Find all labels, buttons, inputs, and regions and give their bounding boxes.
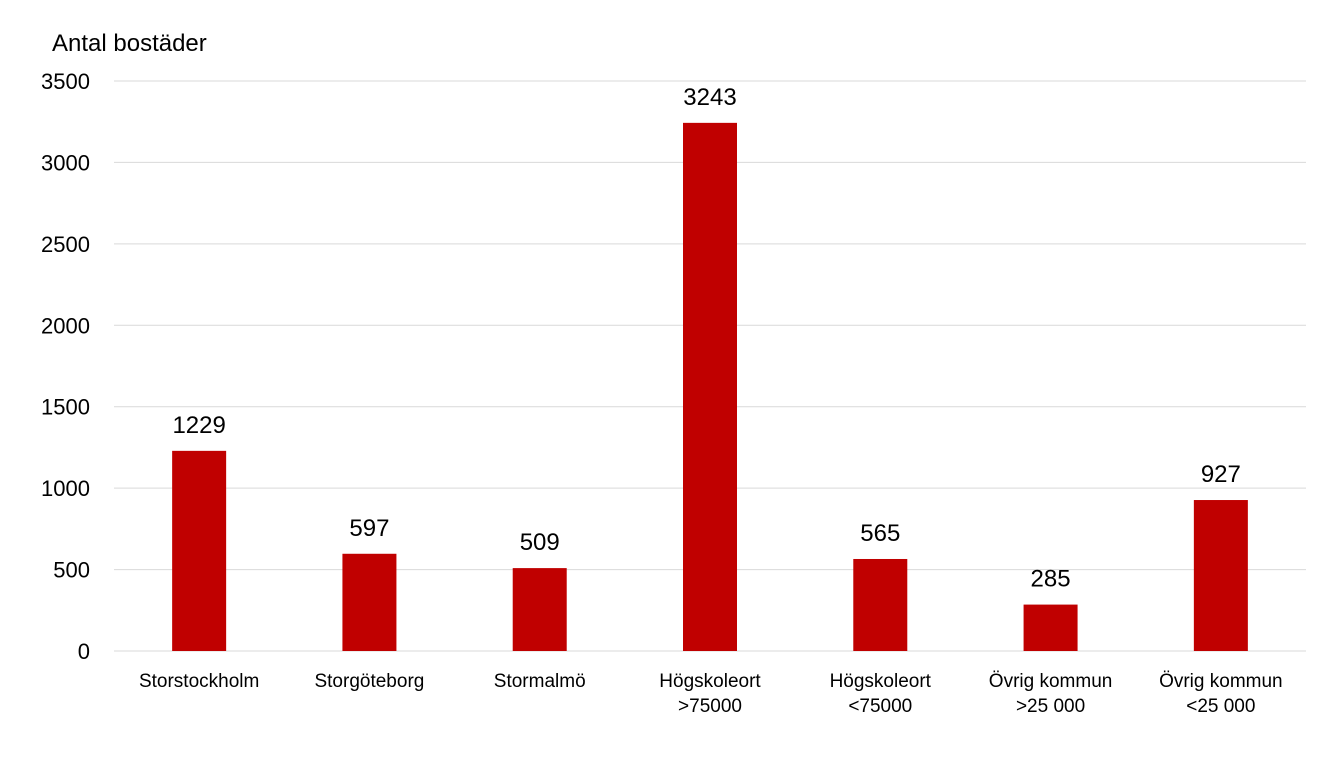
category-label: Högskoleort >75000: [659, 671, 761, 717]
category-label: Storstockholm: [139, 671, 259, 692]
bar: [342, 553, 397, 651]
category-label-line: Storstockholm: [139, 671, 259, 692]
data-label: 927: [1201, 461, 1241, 488]
category-labels: Storstockholm Storgöteborg Stormalmö Högsko…: [139, 671, 1283, 717]
category-label: Övrig kommun <25 000: [1159, 671, 1283, 717]
category-label: Stormalmö: [494, 671, 586, 692]
y-tick-label: 3000: [41, 150, 90, 175]
bar: [683, 122, 737, 651]
bars: [172, 122, 1248, 651]
y-tick-label: 3500: [41, 69, 90, 94]
bar: [1193, 500, 1248, 651]
bar: [512, 568, 567, 651]
y-axis-ticks: 0 500 1000 1500 2000 2500 3000 3500: [41, 69, 90, 664]
data-label: 597: [349, 515, 389, 542]
category-label-line: <75000: [848, 696, 912, 717]
category-label-line: Högskoleort: [659, 671, 761, 692]
y-tick-label: 1000: [41, 476, 90, 501]
data-label: 509: [520, 529, 560, 556]
category-label-line: >25 000: [1016, 696, 1085, 717]
y-tick-label: 500: [53, 558, 90, 583]
category-label-line: Storgöteborg: [314, 671, 424, 692]
y-tick-label: 0: [78, 639, 90, 664]
category-label-line: Stormalmö: [494, 671, 586, 692]
y-tick-label: 2500: [41, 232, 90, 257]
data-label: 285: [1031, 566, 1071, 593]
data-label: 3243: [683, 84, 736, 111]
category-label: Storgöteborg: [314, 671, 424, 692]
data-label: 565: [860, 520, 900, 547]
data-label: 1229: [172, 412, 225, 439]
data-labels: 1229 597 509 3243 565 285 927: [172, 84, 1240, 593]
category-label: Högskoleort <75000: [830, 671, 932, 717]
bar: [853, 558, 908, 651]
y-tick-label: 2000: [41, 313, 90, 338]
category-label-line: >75000: [678, 696, 742, 717]
category-label-line: Övrig kommun: [989, 671, 1113, 692]
bar: [172, 450, 227, 651]
category-label: Övrig kommun >25 000: [989, 671, 1113, 717]
bar: [1023, 604, 1078, 651]
category-label-line: Övrig kommun: [1159, 671, 1283, 692]
y-tick-label: 1500: [41, 395, 90, 420]
category-label-line: Högskoleort: [830, 671, 932, 692]
category-label-line: <25 000: [1186, 696, 1255, 717]
y-axis-title: Antal bostäder: [52, 30, 207, 57]
